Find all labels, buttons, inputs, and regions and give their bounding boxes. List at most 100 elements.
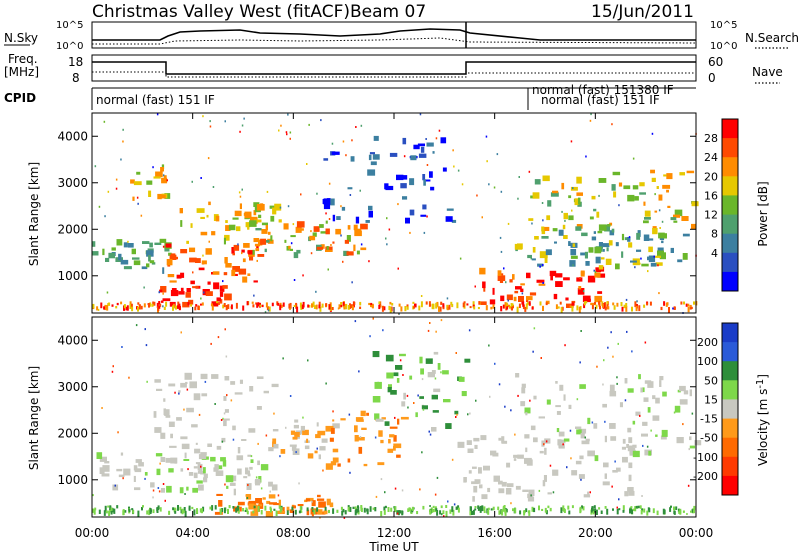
power-cell bbox=[167, 274, 175, 278]
velocity-cell bbox=[215, 512, 219, 515]
velocity-cell bbox=[363, 463, 368, 467]
velocity-ground-cell bbox=[181, 508, 184, 515]
power-noise-cell bbox=[485, 135, 488, 138]
power-cell bbox=[368, 205, 373, 211]
velocity-ground-cell bbox=[606, 508, 609, 515]
power-noise-cell bbox=[289, 131, 292, 134]
velocity-cell bbox=[168, 383, 176, 387]
power-ground-cell bbox=[156, 302, 159, 308]
velocity-cell bbox=[579, 384, 586, 389]
power-cell bbox=[550, 273, 553, 281]
velocity-cell bbox=[513, 458, 517, 461]
power-cell bbox=[410, 155, 417, 161]
power-ground-cell bbox=[446, 306, 449, 311]
velocity-noise-cell bbox=[223, 412, 226, 415]
power-cell bbox=[509, 279, 513, 283]
velocity-ground-cell bbox=[592, 509, 595, 515]
power-cell bbox=[313, 226, 320, 232]
velocity-cell bbox=[399, 353, 406, 357]
velocity-cell bbox=[180, 436, 188, 440]
velocity-cell bbox=[250, 459, 254, 463]
velocity-cell bbox=[155, 453, 163, 457]
power-noise-cell bbox=[104, 215, 106, 218]
velocity-cell bbox=[461, 391, 467, 397]
power-cell bbox=[529, 292, 537, 296]
velocity-cell bbox=[193, 472, 198, 479]
power-cell bbox=[211, 231, 216, 236]
velocity-colorbar-tick: 15 bbox=[704, 393, 718, 406]
power-noise-cell bbox=[143, 286, 145, 289]
velocity-cell bbox=[544, 447, 547, 455]
velocity-noise-cell bbox=[443, 515, 445, 518]
power-cell bbox=[440, 137, 447, 144]
velocity-cell bbox=[232, 425, 236, 431]
power-ground-cell bbox=[492, 304, 495, 309]
power-cell bbox=[185, 292, 191, 298]
power-cell bbox=[570, 255, 578, 259]
velocity-noise-cell bbox=[224, 483, 226, 486]
velocity-cell bbox=[198, 484, 204, 491]
velocity-cell bbox=[628, 462, 633, 469]
velocity-cell bbox=[381, 417, 386, 420]
power-cell bbox=[506, 294, 513, 301]
velocity-cell bbox=[552, 469, 559, 476]
power-cell bbox=[169, 280, 177, 283]
power-ground-cell bbox=[359, 301, 362, 306]
velocity-noise-cell bbox=[532, 350, 534, 353]
velocity-ground-cell bbox=[93, 509, 96, 515]
velocity-ground-cell bbox=[291, 506, 294, 511]
power-cell bbox=[561, 182, 565, 190]
velocity-ground-cell bbox=[227, 508, 229, 514]
power-ground-cell bbox=[106, 305, 109, 311]
power-noise-cell bbox=[571, 209, 573, 212]
velocity-ground-cell bbox=[184, 510, 187, 517]
velocity-noise-cell bbox=[498, 383, 501, 386]
velocity-ground-cell bbox=[690, 510, 692, 513]
power-colorbar-swatch bbox=[722, 252, 738, 273]
velocity-colorbar-tick: 200 bbox=[697, 336, 718, 349]
power-cell bbox=[396, 174, 404, 181]
power-cell bbox=[105, 257, 110, 262]
freq-label-2: [MHz] bbox=[4, 65, 39, 79]
freq-label-1: Freq. bbox=[8, 52, 38, 66]
velocity-ground-cell bbox=[429, 510, 432, 515]
power-cell bbox=[446, 208, 454, 211]
beam-label: Beam 07 bbox=[350, 2, 426, 22]
power-cell bbox=[594, 272, 601, 278]
nave-tick-low: 0 bbox=[708, 71, 716, 85]
power-noise-cell bbox=[486, 160, 488, 163]
power-cell bbox=[673, 220, 678, 223]
power-cell bbox=[565, 297, 569, 301]
velocity-cell bbox=[181, 443, 190, 450]
power-cell bbox=[657, 250, 664, 257]
velocity-ground-cell bbox=[618, 508, 621, 511]
velocity-ground-cell bbox=[357, 506, 360, 513]
velocity-ground-cell bbox=[142, 505, 144, 508]
velocity-cell bbox=[390, 390, 397, 395]
power-noise-cell bbox=[136, 196, 139, 199]
velocity-cell bbox=[273, 443, 279, 449]
velocity-cell bbox=[563, 394, 566, 401]
velocity-ground-cell bbox=[481, 505, 484, 512]
velocity-cell bbox=[396, 454, 401, 458]
power-cell bbox=[261, 222, 268, 226]
power-cell bbox=[153, 176, 161, 179]
velocity-noise-cell bbox=[282, 357, 284, 360]
power-ground-cell bbox=[595, 304, 598, 309]
velocity-cell bbox=[237, 501, 245, 506]
power-noise-cell bbox=[212, 186, 215, 188]
power-ground-cell bbox=[466, 303, 469, 306]
velocity-noise-cell bbox=[624, 399, 627, 402]
velocity-cell bbox=[246, 483, 252, 490]
velocity-cell bbox=[578, 474, 585, 479]
velocity-cell bbox=[154, 427, 162, 433]
velocity-cell bbox=[223, 420, 227, 427]
power-cell bbox=[283, 223, 289, 230]
velocity-noise-cell bbox=[469, 412, 471, 415]
power-cell bbox=[445, 216, 453, 222]
power-ground-cell bbox=[105, 305, 108, 310]
velocity-cell bbox=[559, 384, 564, 391]
power-ground-cell bbox=[252, 304, 255, 308]
power-ground-cell bbox=[210, 303, 213, 307]
velocity-noise-cell bbox=[369, 335, 371, 338]
